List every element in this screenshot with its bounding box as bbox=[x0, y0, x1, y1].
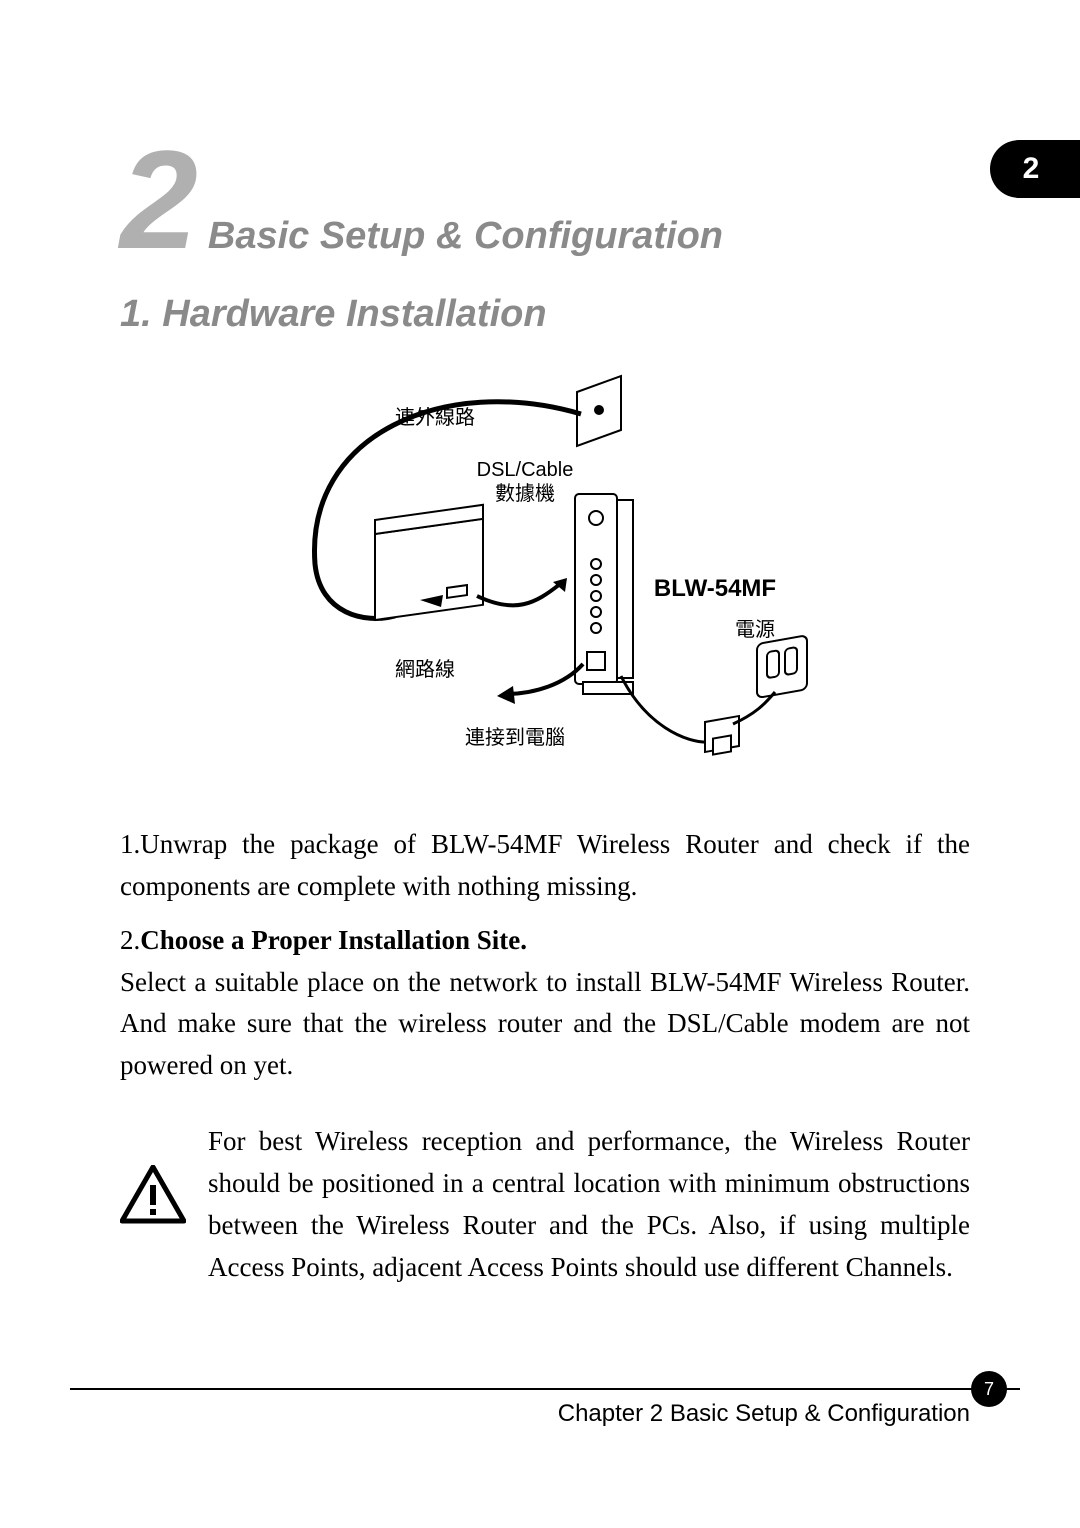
footer-text: Chapter 2 Basic Setup & Configuration bbox=[70, 1400, 970, 1428]
chapter-tab-number: 2 bbox=[1023, 152, 1040, 186]
note-text: For best Wireless reception and performa… bbox=[208, 1121, 970, 1288]
diagram-label-dslcable: DSL/Cable bbox=[477, 459, 574, 481]
diagram-label-model: BLW-54MF bbox=[654, 575, 776, 602]
step-2: 2.Choose a Proper Installation Site. Sel… bbox=[120, 920, 970, 1087]
chapter-title: Basic Setup & Configuration bbox=[208, 215, 723, 258]
step-2-text: Select a suitable place on the network t… bbox=[120, 962, 970, 1088]
step-1-text: Unwrap the package of BLW-54MF Wireless … bbox=[120, 829, 970, 901]
diagram-label-power: 電源 bbox=[735, 618, 775, 641]
note-block: For best Wireless reception and performa… bbox=[120, 1121, 970, 1288]
diagram-label-connectpc: 連接到電腦 bbox=[465, 726, 565, 749]
diagram-label-external: 連外線路 bbox=[395, 406, 475, 429]
hardware-diagram: 連外線路 DSL/Cable 數據機 BLW-54MF 網路線 連接到電腦 電源 bbox=[120, 364, 970, 784]
step-2-title: Choose a Proper Installation Site. bbox=[140, 925, 527, 955]
footer-rule bbox=[70, 1388, 1020, 1390]
page-footer: 7 Chapter 2 Basic Setup & Configuration bbox=[70, 1388, 1080, 1428]
chapter-heading: 2 Basic Setup & Configuration bbox=[120, 140, 970, 259]
step-1-prefix: 1. bbox=[120, 829, 140, 859]
step-2-prefix: 2. bbox=[120, 925, 140, 955]
chapter-big-number: 2 bbox=[120, 140, 194, 259]
hardware-diagram-svg: 連外線路 DSL/Cable 數據機 BLW-54MF 網路線 連接到電腦 電源 bbox=[265, 364, 825, 784]
warning-icon bbox=[120, 1165, 186, 1225]
diagram-label-netcable: 網路線 bbox=[395, 658, 455, 681]
diagram-label-modem: 數據機 bbox=[495, 482, 555, 505]
step-1: 1.Unwrap the package of BLW-54MF Wireles… bbox=[120, 824, 970, 908]
section-title: 1. Hardware Installation bbox=[120, 293, 970, 336]
document-page: 2 2 Basic Setup & Configuration 1. Hardw… bbox=[0, 0, 1080, 1528]
page-number: 7 bbox=[984, 1379, 994, 1400]
chapter-tab: 2 bbox=[990, 140, 1080, 198]
page-number-badge: 7 bbox=[971, 1371, 1007, 1407]
